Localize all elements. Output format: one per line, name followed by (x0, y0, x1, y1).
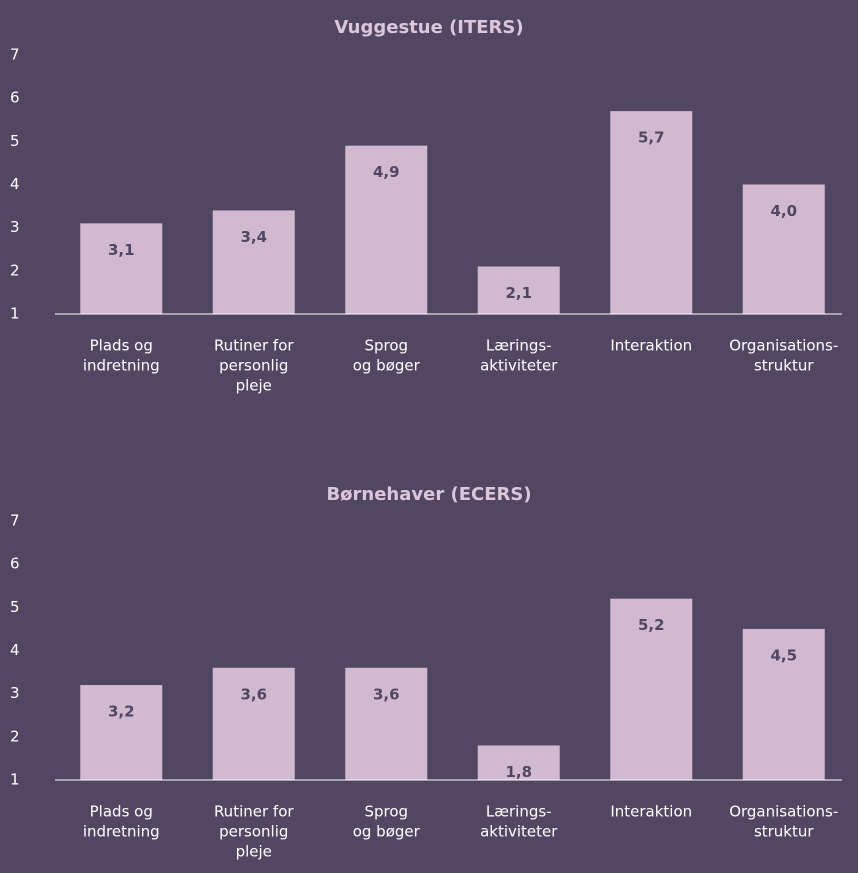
bar (610, 598, 693, 780)
x-tick-label: Lærings- (486, 803, 552, 821)
y-tick-label: 5 (10, 598, 20, 616)
y-tick-label: 5 (10, 132, 20, 150)
y-tick-label: 6 (10, 555, 20, 573)
x-tick-label: Organisations- (729, 337, 838, 355)
bar (742, 628, 825, 780)
value-label: 3,6 (240, 685, 267, 703)
x-tick-label: Sprog (364, 803, 408, 821)
bar (80, 685, 163, 780)
bar (212, 210, 295, 314)
value-label: 5,2 (638, 616, 665, 634)
x-tick-label: Rutiner for (214, 803, 294, 821)
value-label: 3,1 (108, 241, 135, 259)
bar (212, 667, 295, 780)
x-tick-label: og bøger (353, 823, 421, 841)
y-tick-label: 2 (10, 261, 20, 279)
x-tick-label: Sprog (364, 337, 408, 355)
value-label: 3,6 (373, 685, 400, 703)
value-label: 4,9 (373, 163, 400, 181)
x-tick-label: Interaktion (610, 803, 692, 821)
x-tick-label: pleje (236, 377, 272, 395)
y-tick-label: 2 (10, 727, 20, 745)
x-tick-label: indretning (83, 357, 160, 375)
chart-title: Vuggestue (ITERS) (334, 17, 523, 38)
y-tick-label: 3 (10, 218, 20, 236)
x-tick-label: struktur (754, 823, 814, 841)
value-label: 3,4 (240, 228, 267, 246)
y-tick-label: 7 (10, 46, 20, 64)
x-tick-label: Plads og (90, 337, 153, 355)
y-tick-label: 1 (10, 771, 20, 789)
value-label: 4,5 (770, 646, 797, 664)
y-tick-label: 3 (10, 684, 20, 702)
y-tick-label: 1 (10, 305, 20, 323)
x-tick-label: aktiviteter (480, 357, 558, 375)
value-label: 1,8 (505, 763, 532, 781)
x-tick-label: Lærings- (486, 337, 552, 355)
value-label: 2,1 (505, 284, 532, 302)
value-label: 4,0 (770, 202, 797, 220)
bar (477, 266, 560, 314)
y-tick-label: 7 (10, 512, 20, 530)
y-tick-label: 4 (10, 641, 20, 659)
value-label: 5,7 (638, 129, 665, 147)
x-tick-label: pleje (236, 843, 272, 861)
x-tick-label: Interaktion (610, 337, 692, 355)
y-tick-label: 4 (10, 175, 20, 193)
bar (345, 145, 428, 314)
x-tick-label: personlig (219, 823, 288, 841)
x-tick-label: Plads og (90, 803, 153, 821)
x-tick-label: indretning (83, 823, 160, 841)
x-tick-label: struktur (754, 357, 814, 375)
x-tick-label: Organisations- (729, 803, 838, 821)
y-tick-label: 6 (10, 89, 20, 107)
chart-title: Børnehaver (ECERS) (326, 484, 531, 505)
x-tick-label: Rutiner for (214, 337, 294, 355)
value-label: 3,2 (108, 703, 135, 721)
bar (610, 111, 693, 314)
x-tick-label: personlig (219, 357, 288, 375)
bar (345, 667, 428, 780)
bar (80, 223, 163, 314)
bar (742, 184, 825, 314)
bar (477, 745, 560, 780)
x-tick-label: aktiviteter (480, 823, 558, 841)
x-tick-label: og bøger (353, 357, 421, 375)
